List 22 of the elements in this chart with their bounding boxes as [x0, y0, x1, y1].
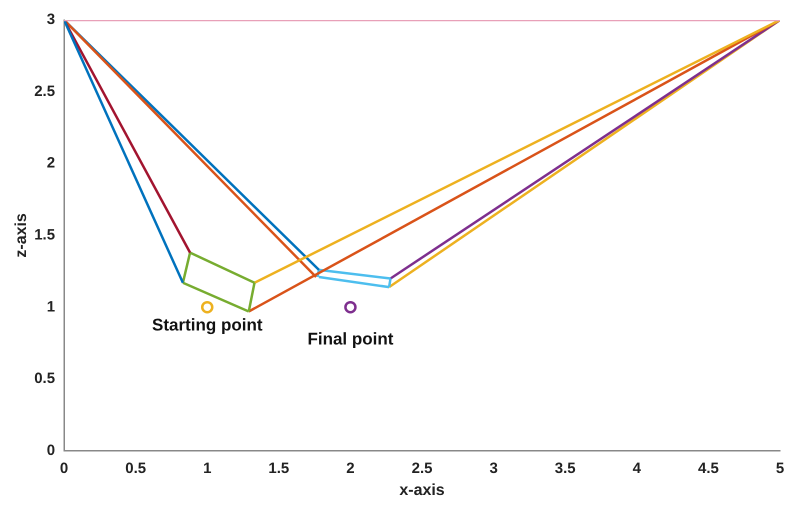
y-axis-title: z-axis	[13, 213, 30, 258]
y-tick-label: 1.5	[34, 226, 56, 244]
y-tick-label: 0.5	[34, 370, 56, 388]
x-tick-label: 0.5	[125, 460, 146, 477]
annotation: Final point	[307, 329, 394, 348]
x-tick-label: 4	[632, 460, 642, 477]
x-tick-label: 5	[776, 460, 784, 477]
x-tick-label: 3.5	[554, 460, 576, 477]
x-tick-label: 0	[60, 460, 68, 477]
y-tick-label: 0	[46, 442, 56, 459]
x-tick-label: 2	[346, 460, 355, 477]
x-tick-label: 3	[489, 460, 498, 477]
y-tick-label: 3	[46, 11, 56, 28]
annotation: Starting point	[152, 315, 263, 334]
x-tick-label: 2.5	[412, 460, 432, 477]
y-tick-label: 2	[46, 154, 56, 172]
x-tick-label: 1	[203, 460, 212, 477]
x-tick-label: 4.5	[698, 460, 719, 477]
x-tick-label: 1.5	[268, 460, 290, 477]
y-tick-label: 1	[46, 298, 56, 316]
x-axis-title: x-axis	[399, 482, 445, 499]
y-tick-label: 2.5	[34, 82, 56, 100]
